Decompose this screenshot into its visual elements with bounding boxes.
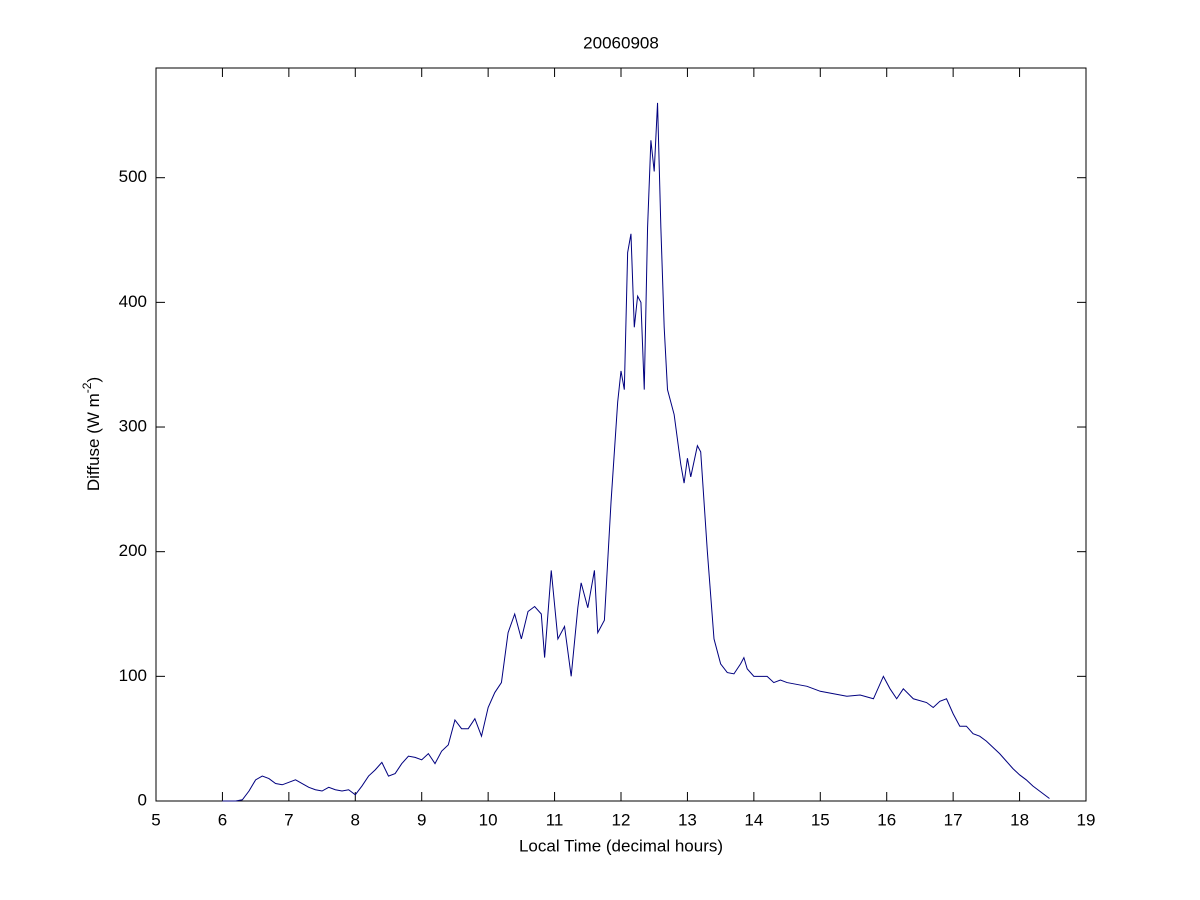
x-tick-label: 19 xyxy=(1077,810,1096,829)
chart-title: 20060908 xyxy=(583,33,659,52)
x-tick-label: 12 xyxy=(612,810,631,829)
y-tick-label: 400 xyxy=(119,292,147,311)
y-label-suffix: ) xyxy=(84,377,103,383)
x-tick-label: 6 xyxy=(218,810,227,829)
y-tick-label: 200 xyxy=(119,541,147,560)
y-tick-label: 300 xyxy=(119,417,147,436)
x-tick-label: 15 xyxy=(811,810,830,829)
data-line xyxy=(222,102,1050,802)
y-label-superscript: -2 xyxy=(80,382,94,393)
x-tick-label: 5 xyxy=(151,810,160,829)
x-tick-label: 10 xyxy=(479,810,498,829)
y-label-text: Diffuse (W m xyxy=(84,393,103,491)
x-tick-label: 8 xyxy=(351,810,360,829)
x-tick-label: 17 xyxy=(944,810,963,829)
y-tick-label: 100 xyxy=(119,666,147,685)
x-tick-label: 7 xyxy=(284,810,293,829)
x-tick-label: 11 xyxy=(546,810,564,829)
x-axis-label: Local Time (decimal hours) xyxy=(519,836,723,855)
y-axis-label: Diffuse (W m-2) xyxy=(80,377,103,491)
x-tick-label: 13 xyxy=(678,810,697,829)
y-tick-label: 500 xyxy=(119,167,147,186)
x-tick-label: 16 xyxy=(877,810,896,829)
y-tick-label: 0 xyxy=(138,790,147,809)
x-tick-label: 18 xyxy=(1010,810,1029,829)
x-tick-label: 14 xyxy=(744,810,763,829)
x-tick-label: 9 xyxy=(417,810,426,829)
